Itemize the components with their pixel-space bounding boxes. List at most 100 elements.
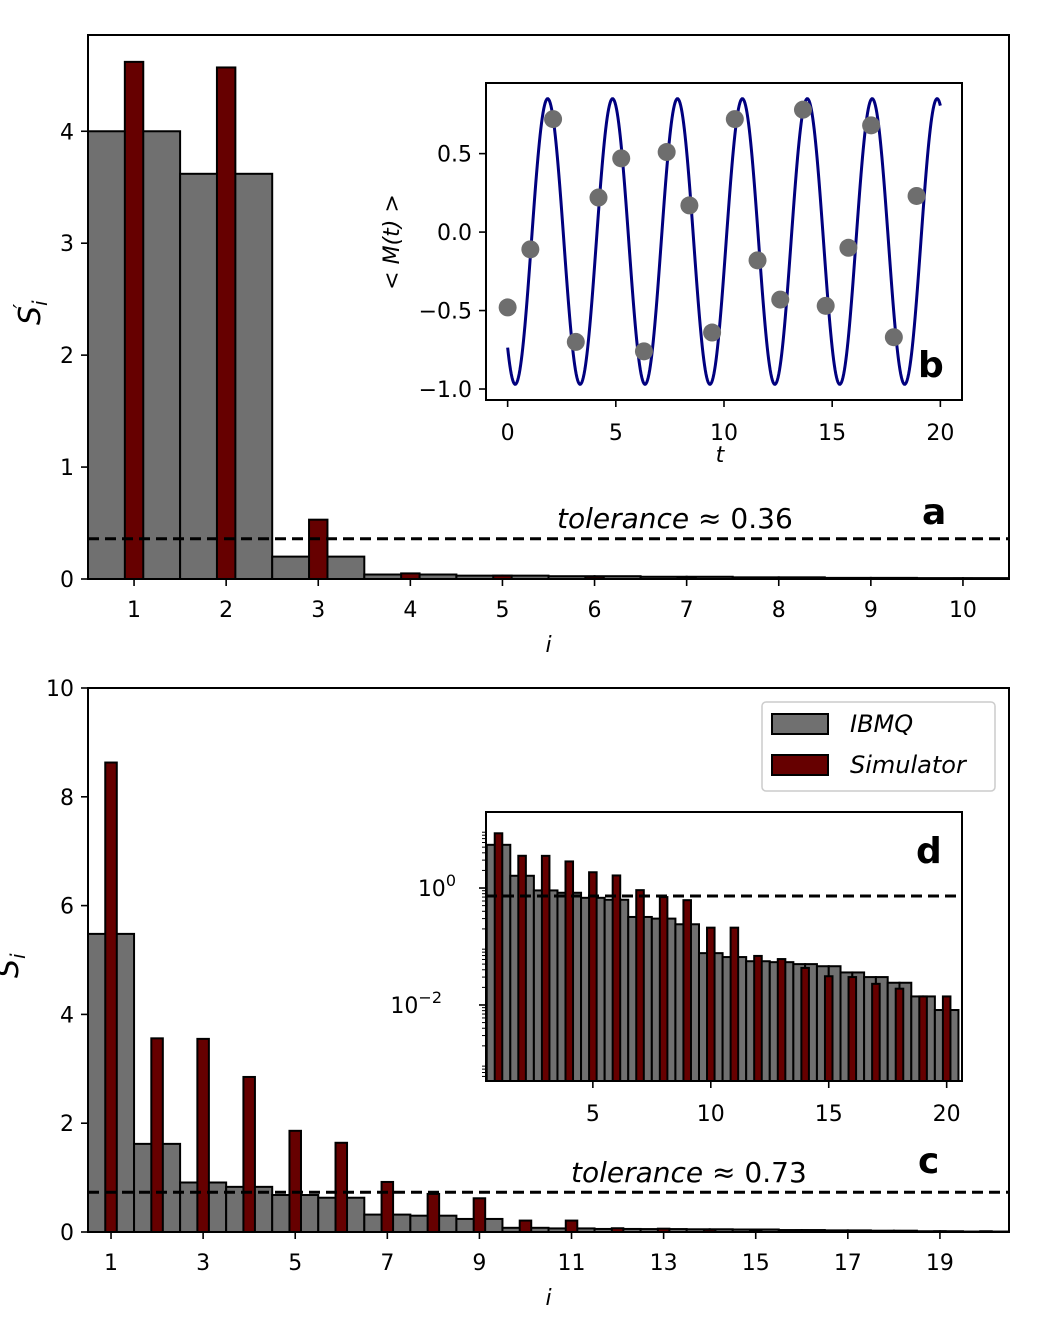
c-y-tick-label: 6 <box>60 895 74 920</box>
panel-d-y-tick-exponent: −2 <box>418 988 442 1007</box>
c-bar-simulator-7 <box>380 1180 395 1234</box>
panel-b-y-tick-label: 0.0 <box>437 221 472 246</box>
a-x-tick-label: 4 <box>403 598 417 623</box>
panel-a-x-ticks: 1 2 3 4 5 6 7 8 9 10 <box>127 579 977 623</box>
c-x-tick-label: 5 <box>288 1251 302 1276</box>
panel-a-letter: a <box>922 492 946 533</box>
panel-a-y-label-main: S <box>13 306 48 325</box>
panel-c-x-ticks: 1 3 5 7 9 11 13 15 17 19 <box>104 1232 954 1276</box>
a-bar-simulator-2 <box>215 66 237 580</box>
panel-d-bar-simulator-18 <box>894 987 905 1083</box>
panel-b-x-tick-label: 5 <box>609 421 623 446</box>
panel-d-bar-simulator-11 <box>729 926 740 1082</box>
panel-d-bar-simulator-1 <box>493 832 504 1082</box>
panel-a-bars <box>87 60 1011 581</box>
panel-b-x-tick-label: 20 <box>926 421 954 446</box>
panel-b-background <box>486 83 962 400</box>
panel-d-x-tick-label: 5 <box>586 1102 600 1127</box>
panel-b-data-point <box>771 290 790 309</box>
panel-c-tolerance-label: tolerance ≈ 0.73 <box>571 1156 807 1189</box>
a-x-tick-label: 1 <box>127 598 141 623</box>
panel-b-data-point <box>793 100 812 119</box>
panel-b-data-points <box>498 100 926 361</box>
panel-c-y-axis-label: Si <box>0 953 30 978</box>
c-bar-simulator-2 <box>150 1037 164 1234</box>
panel-d-bar-simulator-10 <box>706 926 716 1082</box>
panel-d-bar-simulator-15 <box>823 975 834 1082</box>
c-x-tick-label: 1 <box>104 1251 118 1276</box>
panel-a-tolerance-value: ≈ 0.36 <box>689 502 793 535</box>
panel-a-tolerance-label: tolerance ≈ 0.36 <box>557 502 793 535</box>
panel-b-data-point <box>566 332 585 351</box>
panel-d-y-tick-base: 10 <box>390 994 418 1019</box>
c-bar-simulator-3 <box>196 1037 210 1233</box>
panel-b-data-point <box>907 186 926 205</box>
c-y-tick-label: 4 <box>60 1003 74 1028</box>
panel-b-data-point <box>612 149 631 168</box>
panel-d-bar-simulator-14 <box>800 966 810 1083</box>
c-x-tick-label: 11 <box>558 1251 586 1276</box>
panel-d-bar-simulator-5 <box>588 871 598 1083</box>
panel-d-bar-simulator-2 <box>517 854 527 1083</box>
panel-d-x-ticks: 5 10 15 20 <box>586 1081 961 1127</box>
legend: IBMQ Simulator <box>761 701 996 792</box>
panel-b-data-point <box>657 143 676 162</box>
panel-c-x-axis-label: i <box>545 1286 551 1311</box>
panel-b-x-axis-label: t <box>716 443 726 468</box>
panel-b-y-tick-label: −0.5 <box>419 300 472 325</box>
panel-b-x-tick-label: 0 <box>501 421 515 446</box>
panel-d-x-tick-label: 15 <box>815 1102 843 1127</box>
panel-c-tolerance-value: ≈ 0.73 <box>703 1156 807 1189</box>
c-bar-simulator-9 <box>472 1197 487 1233</box>
panel-d-bar-simulator-13 <box>776 958 787 1082</box>
panel-d-y-tick-base: 10 <box>418 877 446 902</box>
c-x-tick-label: 15 <box>742 1251 770 1276</box>
a-x-tick-label: 2 <box>219 598 233 623</box>
c-bar-simulator-5 <box>288 1129 302 1234</box>
a-y-tick-label: 4 <box>60 120 74 145</box>
legend-label-simulator: Simulator <box>850 751 968 779</box>
panel-d-x-tick-label: 10 <box>697 1102 725 1127</box>
c-y-tick-label: 8 <box>60 786 74 811</box>
panel-b-letter: b <box>918 345 944 386</box>
c-bar-simulator-8 <box>426 1192 441 1234</box>
panel-b-data-point <box>862 116 881 135</box>
panel-b-x-tick-label: 15 <box>818 421 846 446</box>
a-x-tick-label: 8 <box>772 598 786 623</box>
c-x-tick-label: 9 <box>472 1251 486 1276</box>
panel-d-y-tick-label: 100 <box>418 871 456 902</box>
panel-a: tolerance ≈ 0.36 a 1 2 3 4 5 6 7 8 9 10 0 1 2 3 4 i S… <box>9 34 1011 658</box>
panel-b-y-ticks: 0.5 0.0 −0.5 −1.0 <box>419 143 486 403</box>
panel-c-y-label-main: S <box>0 959 26 978</box>
panel-b-x-tick-label: 10 <box>710 421 738 446</box>
panel-d-x-tick-label: 20 <box>933 1102 961 1127</box>
panel-b-y-axis-label: < M(t) > <box>380 194 405 290</box>
c-y-tick-label: 0 <box>60 1221 74 1246</box>
panel-c-letter: c <box>918 1141 939 1182</box>
panel-d-bar-simulator-19 <box>918 995 928 1082</box>
panel-a-y-ticks: 0 1 2 3 4 <box>60 120 88 593</box>
a-x-tick-label: 7 <box>680 598 694 623</box>
a-y-tick-label: 3 <box>60 232 74 257</box>
legend-label-ibmq: IBMQ <box>850 710 913 738</box>
panel-b-data-point <box>725 110 744 129</box>
c-x-tick-label: 19 <box>926 1251 954 1276</box>
panel-b-x-ticks: 0 5 10 15 20 <box>501 400 954 446</box>
panel-d-bar-simulator-17 <box>871 982 881 1083</box>
a-x-tick-label: 10 <box>949 598 977 623</box>
panel-a-y-label-sub: i <box>28 300 52 306</box>
c-y-tick-label: 2 <box>60 1112 74 1137</box>
panel-d-bar-simulator-4 <box>564 860 575 1083</box>
panel-d-letter: d <box>916 831 942 872</box>
a-x-tick-label: 9 <box>864 598 878 623</box>
c-bar-simulator-10 <box>518 1219 533 1234</box>
a-x-tick-label: 6 <box>588 598 602 623</box>
panel-a-tolerance-word: tolerance <box>557 502 689 535</box>
panel-c: tolerance ≈ 0.73 c 1 3 5 7 9 11 13 15 17 19 02468… <box>0 677 1010 1311</box>
a-x-tick-label: 3 <box>311 598 325 623</box>
panel-d-bar-simulator-3 <box>540 854 551 1082</box>
panel-a-x-axis-label: i <box>545 633 551 658</box>
c-y-tick-label: 10 <box>46 677 74 702</box>
